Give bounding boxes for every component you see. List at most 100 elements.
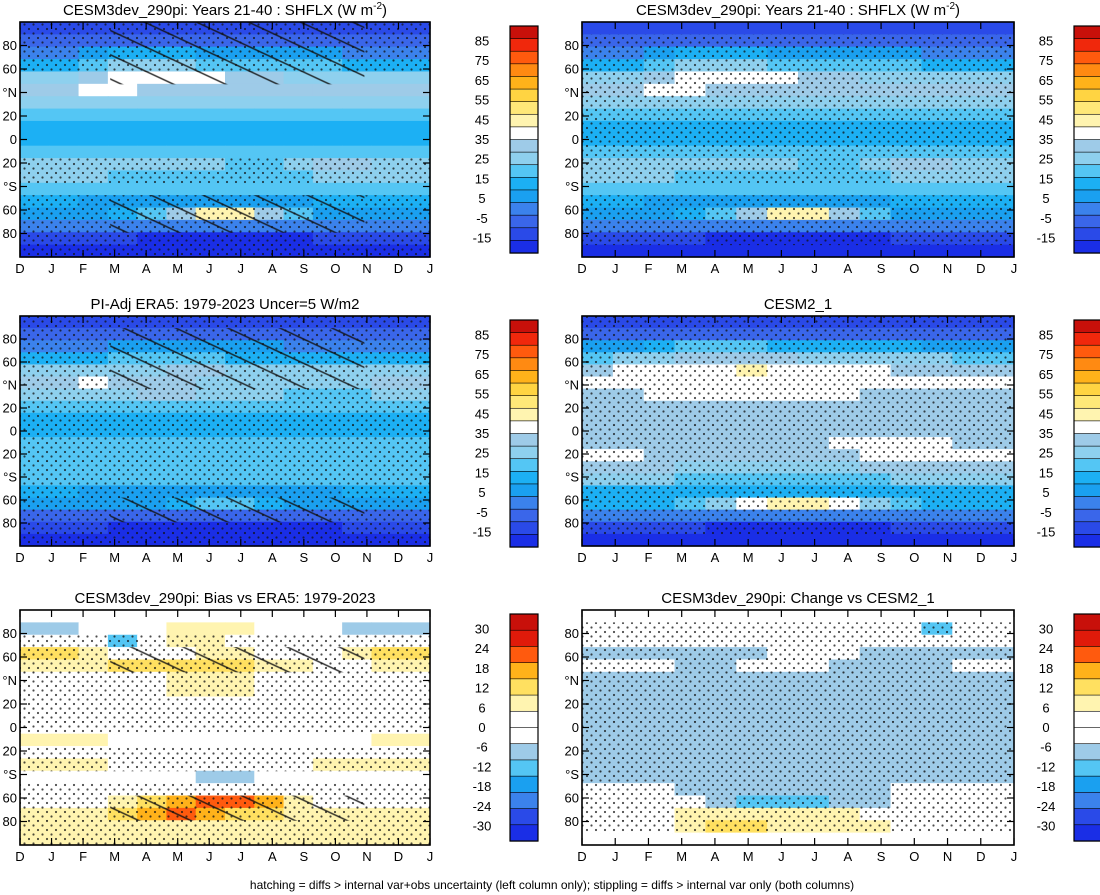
heatmap-cell bbox=[283, 622, 314, 636]
panel-title: CESM2_1 bbox=[764, 296, 832, 313]
heatmap-cell bbox=[890, 832, 923, 846]
colorbar-swatch bbox=[509, 50, 539, 65]
y-tick-label: 0 bbox=[572, 132, 579, 147]
heatmap-cell bbox=[312, 622, 343, 636]
colorbar-swatch bbox=[509, 458, 539, 472]
colorbar-label: 6 bbox=[478, 700, 485, 715]
colorbar-swatch bbox=[509, 202, 539, 216]
x-tick-label: A bbox=[711, 550, 720, 565]
colorbar-label: 65 bbox=[1039, 73, 1053, 88]
colorbar-swatch bbox=[509, 662, 539, 680]
x-tick-label: O bbox=[909, 550, 919, 565]
heatmap-cell bbox=[890, 182, 923, 196]
heatmap-cell bbox=[49, 610, 80, 623]
heatmap-cell bbox=[674, 533, 707, 547]
colorbar-swatch bbox=[1073, 88, 1100, 103]
heatmap-cell bbox=[342, 83, 373, 97]
colorbar-swatch bbox=[509, 521, 539, 535]
heatmap-cell bbox=[49, 622, 80, 636]
heatmap-cell bbox=[582, 22, 614, 35]
y-tick-label: 80 bbox=[3, 626, 17, 641]
x-tick-label: N bbox=[362, 261, 371, 276]
y-tick-label: 80 bbox=[565, 226, 579, 241]
heatmap-cell bbox=[371, 71, 402, 85]
x-tick-label: N bbox=[943, 550, 952, 565]
colorbar-swatch bbox=[1073, 808, 1100, 826]
x-tick-label: D bbox=[394, 550, 403, 565]
heatmap-cell bbox=[137, 733, 168, 747]
heatmap-cell bbox=[705, 182, 737, 196]
heatmap-cell bbox=[78, 622, 109, 636]
x-tick-label: O bbox=[909, 261, 919, 276]
heatmap-cell bbox=[400, 145, 431, 159]
heatmap-cell bbox=[921, 832, 953, 846]
heatmap-cell bbox=[107, 120, 138, 134]
x-tick-label: A bbox=[844, 849, 853, 864]
colorbar-label: 65 bbox=[475, 367, 489, 382]
heatmap-cell bbox=[137, 145, 168, 159]
heatmap-cell bbox=[400, 108, 431, 122]
colorbar-swatch bbox=[1073, 534, 1100, 548]
heatmap-cell bbox=[582, 182, 614, 196]
x-tick-label: J bbox=[1011, 849, 1018, 864]
colorbar-label: 85 bbox=[475, 327, 489, 342]
y-tick-label: 20 bbox=[3, 401, 17, 416]
y-tick-label: 80 bbox=[565, 626, 579, 641]
heatmap-cell bbox=[371, 83, 402, 97]
heatmap-cell bbox=[20, 733, 50, 747]
x-tick-label: M bbox=[109, 550, 120, 565]
x-tick-label: A bbox=[142, 261, 151, 276]
heatmap-cell bbox=[225, 108, 255, 122]
heatmap-cell bbox=[49, 108, 80, 122]
colorbar-label: 15 bbox=[475, 171, 489, 186]
heatmap-cell bbox=[107, 733, 138, 747]
colorbar-label: 85 bbox=[1039, 327, 1053, 342]
heatmap-cell bbox=[225, 610, 255, 623]
colorbar-label: 35 bbox=[475, 132, 489, 147]
colorbar-label: 35 bbox=[475, 426, 489, 441]
colorbar-swatch bbox=[509, 775, 539, 793]
colorbar-swatch bbox=[1073, 759, 1100, 777]
y-tick-label: 0 bbox=[10, 132, 17, 147]
colorbar-swatch bbox=[509, 613, 539, 631]
x-tick-label: F bbox=[79, 550, 87, 565]
colorbar-swatch bbox=[509, 357, 539, 372]
heatmap-cell bbox=[312, 120, 343, 134]
x-tick-label: M bbox=[172, 550, 183, 565]
x-tick-label: O bbox=[330, 550, 340, 565]
colorbar-swatch bbox=[509, 792, 539, 810]
colorbar-label: 85 bbox=[1039, 33, 1053, 48]
panel-title: CESM3dev_290pi: Change vs CESM2_1 bbox=[661, 590, 935, 607]
heatmap-cell bbox=[674, 22, 707, 35]
colorbar-swatch bbox=[509, 227, 539, 241]
heatmap-cell bbox=[952, 610, 984, 623]
x-tick-label: D bbox=[976, 849, 985, 864]
heatmap-cell bbox=[342, 108, 373, 122]
colorbar-label: 55 bbox=[1039, 93, 1053, 108]
heatmap-cell bbox=[828, 182, 861, 196]
colorbar-label: 24 bbox=[1039, 641, 1053, 656]
heatmap-cell bbox=[166, 145, 197, 159]
heatmap-cell bbox=[890, 533, 923, 547]
colorbar-label: -15 bbox=[473, 231, 492, 246]
heatmap-cell bbox=[312, 83, 343, 97]
heatmap-cell bbox=[166, 120, 197, 134]
colorbar-label: 75 bbox=[475, 347, 489, 362]
heatmap-cell bbox=[283, 733, 314, 747]
heatmap-cell bbox=[828, 22, 861, 35]
colorbar-swatch bbox=[1073, 613, 1100, 631]
heatmap-cell bbox=[312, 733, 343, 747]
colorbar-label: -5 bbox=[1040, 211, 1052, 226]
y-tick-label: 60 bbox=[565, 62, 579, 77]
y-tick-label: 20 bbox=[565, 744, 579, 759]
y-tick-label: °N bbox=[2, 673, 17, 688]
colorbar-label: 85 bbox=[475, 33, 489, 48]
colorbar-label: 5 bbox=[1042, 485, 1049, 500]
colorbar-label: 75 bbox=[475, 53, 489, 68]
colorbar-swatch bbox=[509, 319, 539, 334]
colorbar-swatch bbox=[509, 646, 539, 664]
footer-caption: hatching = diffs > internal var+obs unce… bbox=[250, 878, 854, 892]
y-tick-label: 20 bbox=[565, 401, 579, 416]
colorbar-label: 65 bbox=[475, 73, 489, 88]
x-tick-label: F bbox=[79, 849, 87, 864]
